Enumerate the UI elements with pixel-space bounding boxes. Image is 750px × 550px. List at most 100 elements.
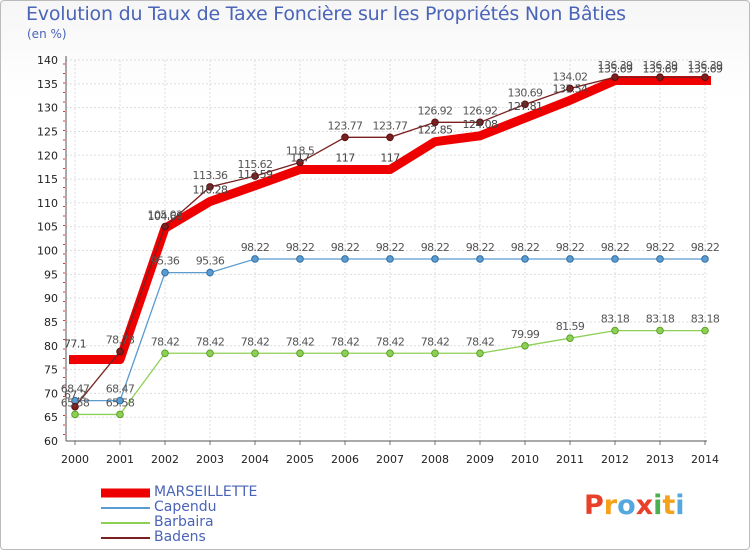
data-label-layer: 77.1 104.68 110.28 113.59 117 117 117 122.85 124… — [61, 59, 724, 409]
data-label-badens: 136.39 — [643, 59, 678, 72]
y-tick-label: 75 — [44, 364, 58, 377]
y-tick-label: 130 — [37, 102, 58, 115]
data-label-barbaira: 83.18 — [691, 313, 720, 326]
logo-letter: o — [617, 490, 636, 521]
data-point-badens — [161, 222, 169, 231]
data-point-badens — [656, 73, 664, 81]
y-tick-label: 70 — [44, 387, 58, 400]
data-label-marseillette: 110.28 — [193, 184, 228, 197]
data-point-capendu — [431, 255, 439, 263]
data-label-barbaira: 83.18 — [646, 313, 675, 326]
data-point-capendu — [521, 255, 529, 263]
data-point-barbaira — [656, 326, 664, 335]
data-label-badens: 126.92 — [463, 104, 498, 117]
data-label-barbaira: 78.42 — [241, 335, 270, 348]
grid-layer — [66, 59, 707, 442]
data-label-badens: 105.03 — [148, 209, 183, 222]
data-point-badens — [296, 158, 304, 167]
data-label-capendu: 98.22 — [376, 241, 405, 254]
data-label-barbaira: 83.18 — [601, 313, 630, 326]
data-label-badens: 78.78 — [106, 334, 135, 347]
data-point-badens — [476, 118, 484, 127]
x-tick-label: 2005 — [286, 453, 314, 466]
x-tick-label: 2007 — [376, 453, 404, 466]
data-label-marseillette: 117 — [380, 152, 400, 165]
data-label-badens: 115.62 — [238, 158, 273, 171]
data-point-capendu — [116, 396, 124, 405]
data-label-marseillette: 117 — [290, 152, 310, 165]
data-point-badens — [611, 73, 619, 81]
data-label-marseillette: 135.69 — [643, 63, 678, 76]
data-point-capendu — [161, 268, 169, 277]
data-label-capendu: 98.22 — [601, 241, 630, 254]
data-point-badens — [701, 73, 709, 81]
series-layer — [69, 73, 711, 419]
data-label-badens: 126.92 — [418, 104, 453, 117]
data-label-badens: 134.02 — [553, 70, 588, 83]
data-point-capendu — [476, 255, 484, 263]
data-point-badens — [431, 118, 439, 127]
x-tick-label: 2009 — [466, 453, 494, 466]
data-label-badens: 113.36 — [193, 169, 228, 182]
proxiti-logo: Proxiti — [584, 490, 685, 521]
data-label-capendu: 98.22 — [241, 241, 270, 254]
data-label-marseillette: 77.1 — [64, 338, 86, 351]
legend-label-barbaira: Barbaira — [154, 514, 214, 530]
data-label-capendu: 98.22 — [511, 241, 540, 254]
data-point-capendu — [701, 255, 709, 263]
x-tick-label: 2010 — [511, 453, 539, 466]
data-point-barbaira — [566, 334, 574, 342]
data-label-capendu: 68.47 — [106, 383, 135, 396]
data-label-barbaira: 78.42 — [421, 335, 450, 348]
y-tick-label: 110 — [37, 197, 58, 210]
data-point-badens — [116, 347, 124, 356]
data-label-badens: 136.39 — [598, 59, 633, 72]
data-label-capendu: 98.22 — [286, 241, 315, 254]
data-label-barbaira: 78.42 — [196, 335, 225, 348]
data-label-marseillette: 122.85 — [418, 124, 453, 137]
logo-letter: P — [584, 490, 604, 521]
x-tick-label: 2013 — [646, 453, 674, 466]
data-point-badens — [71, 402, 79, 411]
x-tick-label: 2006 — [331, 453, 359, 466]
y-tick-label: 90 — [44, 292, 58, 305]
y-tick-label: 95 — [44, 268, 58, 281]
y-tick-label: 80 — [44, 340, 58, 353]
logo-letter: i — [675, 490, 685, 521]
x-tick-label: 2011 — [556, 453, 584, 466]
y-axis-unit-label: (en %) — [27, 27, 67, 41]
data-point-barbaira — [476, 349, 484, 358]
data-point-barbaira — [161, 349, 169, 358]
data-label-marseillette: 104.68 — [148, 210, 183, 223]
data-label-barbaira: 78.42 — [466, 335, 495, 348]
data-label-capendu: 98.22 — [421, 241, 450, 254]
data-label-marseillette: 131.54 — [553, 82, 588, 95]
data-point-badens — [566, 84, 574, 93]
data-label-barbaira: 79.99 — [511, 328, 540, 341]
x-tick-label: 2014 — [691, 453, 719, 466]
data-point-barbaira — [701, 326, 709, 335]
chart-title: Evolution du Taux de Taxe Foncière sur l… — [26, 3, 626, 25]
legend-label-badens: Badens — [154, 529, 206, 545]
data-label-marseillette: 113.59 — [238, 168, 273, 181]
data-label-marseillette: 124.08 — [463, 118, 498, 131]
data-label-marseillette: 117 — [335, 152, 355, 165]
y-tick-label: 105 — [37, 221, 58, 234]
x-tick-label: 2003 — [196, 453, 224, 466]
data-label-capendu: 68.47 — [61, 383, 90, 396]
data-label-capendu: 98.22 — [331, 241, 360, 254]
data-label-badens: 118.5 — [286, 144, 315, 157]
y-tick-label: 135 — [37, 78, 58, 91]
data-label-capendu: 98.22 — [691, 241, 720, 254]
x-tick-label: 2004 — [241, 453, 269, 466]
data-label-badens: 136.39 — [688, 59, 723, 72]
data-point-capendu — [386, 255, 394, 263]
data-point-barbaira — [251, 349, 259, 358]
data-label-marseillette: 135.69 — [598, 63, 633, 76]
data-point-barbaira — [611, 326, 619, 335]
y-tick-label: 125 — [37, 125, 58, 138]
data-label-capendu: 98.22 — [646, 241, 675, 254]
y-tick-label: 65 — [44, 411, 58, 424]
